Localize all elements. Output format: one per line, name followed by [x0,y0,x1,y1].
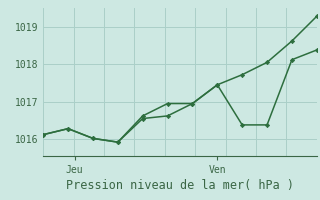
X-axis label: Pression niveau de la mer( hPa ): Pression niveau de la mer( hPa ) [66,179,294,192]
